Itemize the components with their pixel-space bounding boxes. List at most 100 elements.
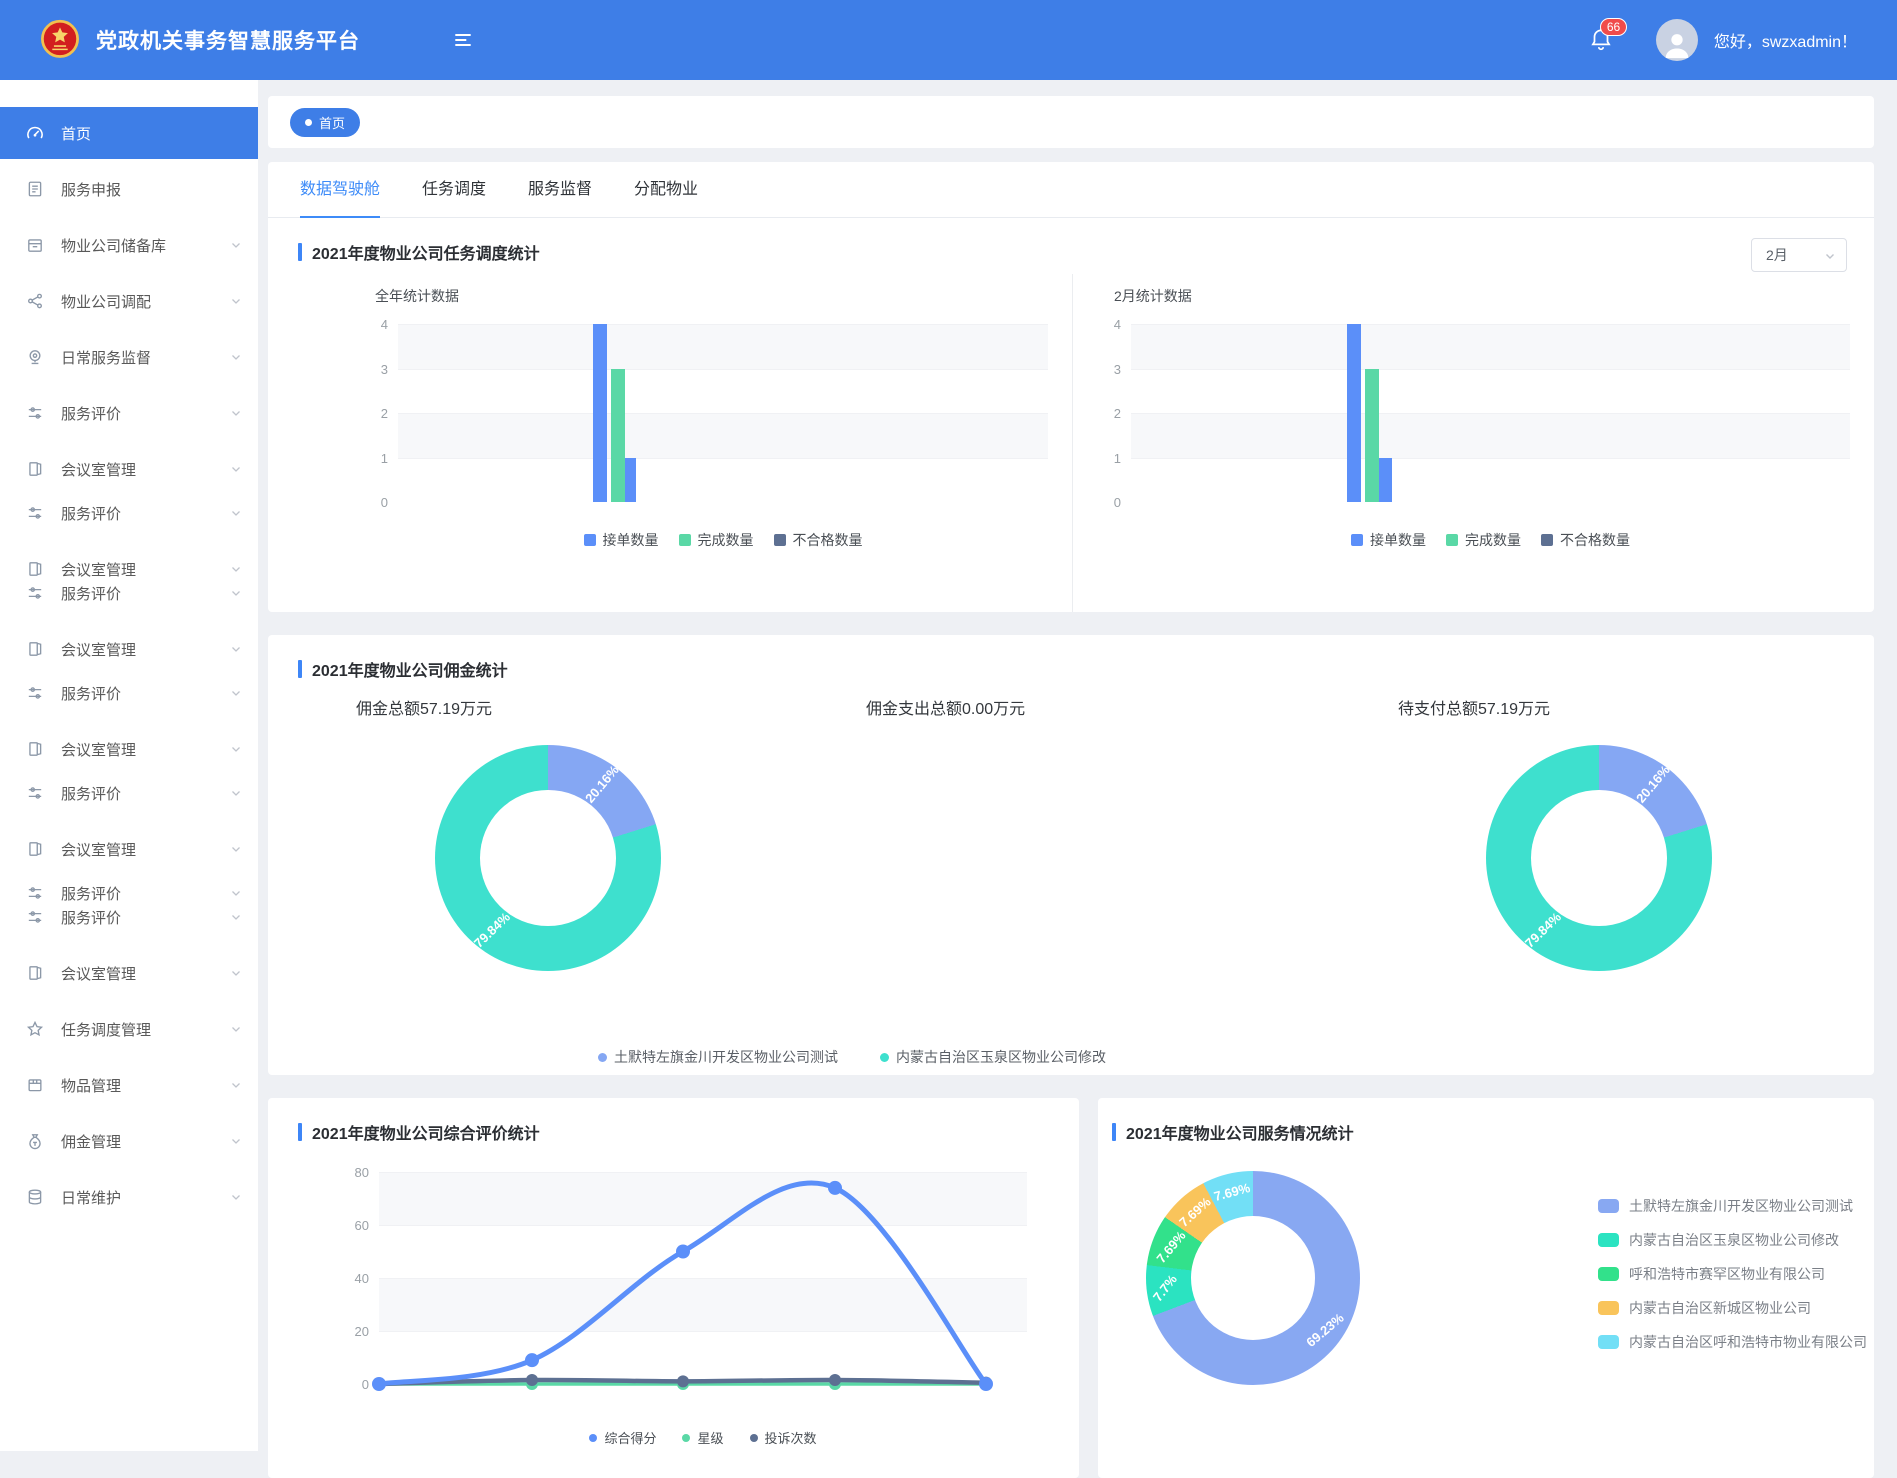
legend-item[interactable]: 内蒙古自治区玉泉区物业公司修改	[1598, 1230, 1867, 1250]
data-point-综合得分	[828, 1181, 842, 1195]
door-icon	[26, 740, 44, 758]
legend-item-综合得分[interactable]: 综合得分	[589, 1428, 656, 1447]
tab-2[interactable]: 服务监督	[528, 162, 592, 218]
y-tick-label: 0	[381, 495, 388, 510]
legend-label: 投诉次数	[765, 1428, 817, 1447]
slice-label-79.84%: 79.84%	[1522, 909, 1564, 950]
legend-item[interactable]: 内蒙古自治区玉泉区物业公司修改	[880, 1047, 1106, 1067]
menu-collapse-icon[interactable]	[452, 29, 474, 51]
chevron-down-icon	[230, 887, 242, 899]
legend-item-完成数量[interactable]: 完成数量	[679, 530, 754, 550]
legend-swatch	[1598, 1199, 1619, 1213]
data-point-综合得分	[979, 1377, 993, 1391]
chevron-down-icon	[230, 463, 242, 475]
legend-swatch	[679, 534, 691, 546]
data-point-综合得分	[525, 1353, 539, 1367]
sidebar-item-dashboard-0[interactable]: 首页	[0, 107, 258, 159]
legend-label: 内蒙古自治区玉泉区物业公司修改	[896, 1047, 1106, 1067]
sidebar-item-door-6[interactable]: 会议室管理	[0, 457, 258, 481]
sidebar-item-document-1[interactable]: 服务申报	[0, 177, 258, 201]
avatar[interactable]	[1656, 19, 1698, 61]
sidebar-item-label: 会议室管理	[61, 839, 136, 860]
sidebar-item-door-10[interactable]: 会议室管理	[0, 637, 258, 661]
sidebar-item-share-3[interactable]: 物业公司调配	[0, 289, 258, 313]
legend-item-接单数量[interactable]: 接单数量	[584, 530, 659, 550]
sidebar-item-box-19[interactable]: 物品管理	[0, 1073, 258, 1097]
sliders-icon	[26, 784, 44, 802]
bar-接单数量-g0	[593, 324, 607, 502]
sidebar-item-database-21[interactable]: 日常维护	[0, 1185, 258, 1209]
legend-label: 土默特左旗金川开发区物业公司测试	[1629, 1196, 1853, 1216]
sidebar-item-money-bag-20[interactable]: 佣金管理	[0, 1129, 258, 1153]
grid-band	[398, 413, 1048, 458]
tab-0[interactable]: 数据驾驶舱	[300, 162, 380, 218]
sidebar-item-sliders-9[interactable]: 服务评价	[0, 581, 258, 605]
app-header: 党政机关事务智慧服务平台 66 您好，swzxadmin！	[0, 0, 1897, 80]
sidebar-item-sliders-5[interactable]: 服务评价	[0, 401, 258, 425]
legend-item[interactable]: 土默特左旗金川开发区物业公司测试	[1598, 1196, 1867, 1216]
sidebar-item-door-17[interactable]: 会议室管理	[0, 961, 258, 985]
y-tick-label: 0	[1114, 495, 1121, 510]
legend-item-不合格数量[interactable]: 不合格数量	[774, 530, 863, 550]
y-tick-label: 20	[355, 1324, 369, 1339]
user-greeting: 您好，swzxadmin！	[1714, 28, 1857, 52]
commission-section-title: 2021年度物业公司佣金统计	[298, 657, 508, 681]
legend-item[interactable]: 呼和浩特市赛罕区物业有限公司	[1598, 1264, 1867, 1284]
y-tick-label: 40	[355, 1271, 369, 1286]
evaluation-section-title: 2021年度物业公司综合评价统计	[298, 1120, 540, 1144]
donut-hole	[1531, 790, 1667, 926]
sidebar-item-sliders-11[interactable]: 服务评价	[0, 681, 258, 705]
sidebar-item-label: 服务评价	[61, 583, 121, 604]
chevron-down-icon	[230, 967, 242, 979]
sidebar-item-label: 物业公司调配	[61, 291, 151, 312]
line-chart-svg	[379, 1172, 1027, 1384]
legend-item-星级[interactable]: 星级	[682, 1428, 723, 1447]
sidebar-item-sliders-15[interactable]: 服务评价	[0, 881, 258, 905]
sidebar-item-door-14[interactable]: 会议室管理	[0, 837, 258, 861]
legend-label: 不合格数量	[793, 530, 863, 550]
notification-bell-icon[interactable]: 66	[1588, 26, 1614, 54]
legend-item-不合格数量[interactable]: 不合格数量	[1541, 530, 1630, 550]
legend-item-投诉次数[interactable]: 投诉次数	[750, 1428, 817, 1447]
legend-item-接单数量[interactable]: 接单数量	[1351, 530, 1426, 550]
grid-band	[1131, 458, 1850, 503]
chevron-down-icon	[230, 563, 242, 575]
legend-item[interactable]: 内蒙古自治区呼和浩特市物业有限公司	[1598, 1332, 1867, 1352]
bar-接单数量-g0	[1347, 324, 1361, 502]
breadcrumb-home-pill[interactable]: 首页	[290, 108, 360, 137]
legend-label: 土默特左旗金川开发区物业公司测试	[614, 1047, 838, 1067]
slice-label-7.69%: 7.69%	[1212, 1180, 1252, 1204]
sidebar-item-archive-2[interactable]: 物业公司储备库	[0, 233, 258, 257]
sidebar-item-sliders-13[interactable]: 服务评价	[0, 781, 258, 805]
data-point-综合得分	[676, 1245, 690, 1259]
grid-band	[1131, 413, 1850, 458]
month-select[interactable]: 2月	[1751, 238, 1847, 272]
sidebar-item-star-18[interactable]: 任务调度管理	[0, 1017, 258, 1041]
monitor-icon	[26, 348, 44, 366]
sidebar-item-monitor-4[interactable]: 日常服务监督	[0, 345, 258, 369]
tab-1[interactable]: 任务调度	[422, 162, 486, 218]
sidebar-item-label: 服务申报	[61, 179, 121, 200]
slice-label-20.16%: 20.16%	[582, 762, 622, 805]
year-chart-subtitle: 全年统计数据	[375, 286, 1072, 306]
star-icon	[26, 1020, 44, 1038]
slice-label-7.7%: 7.7%	[1150, 1272, 1180, 1305]
bar-charts-row: 全年统计数据 43210 接单数量完成数量不合格数量 2月统计数据 43210 …	[268, 274, 1874, 612]
legend-item[interactable]: 土默特左旗金川开发区物业公司测试	[598, 1047, 838, 1067]
commission-legend: 土默特左旗金川开发区物业公司测试 内蒙古自治区玉泉区物业公司修改	[598, 1047, 1298, 1067]
sidebar-item-door-12[interactable]: 会议室管理	[0, 737, 258, 761]
sidebar-item-door-8[interactable]: 会议室管理	[0, 557, 258, 581]
year-bar-chart: 全年统计数据 43210 接单数量完成数量不合格数量	[268, 274, 1072, 612]
legend-swatch	[774, 534, 786, 546]
title-marker	[298, 1123, 302, 1141]
door-icon	[26, 840, 44, 858]
legend-item-完成数量[interactable]: 完成数量	[1446, 530, 1521, 550]
tab-3[interactable]: 分配物业	[634, 162, 698, 218]
sidebar-item-sliders-16[interactable]: 服务评价	[0, 905, 258, 929]
legend-item[interactable]: 内蒙古自治区新城区物业公司	[1598, 1298, 1867, 1318]
legend-label: 内蒙古自治区新城区物业公司	[1629, 1298, 1811, 1318]
sidebar-item-sliders-7[interactable]: 服务评价	[0, 501, 258, 525]
service-section-title: 2021年度物业公司服务情况统计	[1112, 1120, 1354, 1144]
chevron-down-icon	[230, 843, 242, 855]
sidebar-item-label: 服务评价	[61, 907, 121, 928]
